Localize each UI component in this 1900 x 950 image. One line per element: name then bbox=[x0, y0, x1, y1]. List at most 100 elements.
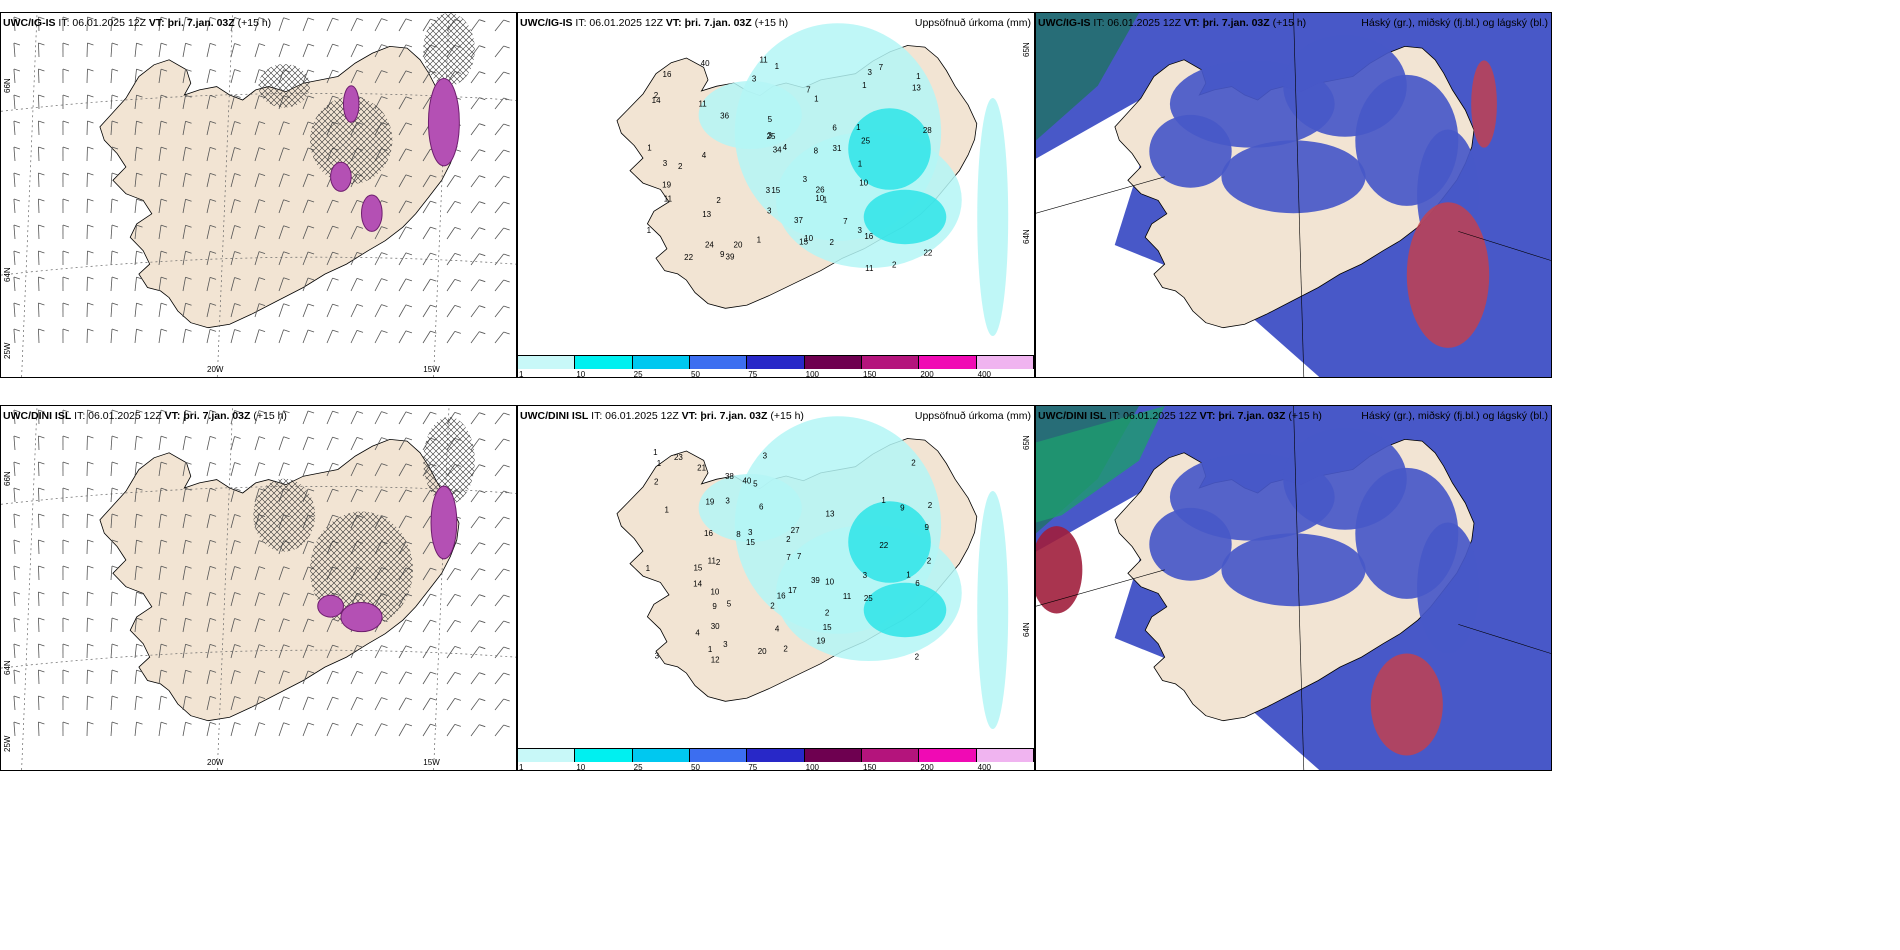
colorbar-tick-label: 50 bbox=[691, 763, 700, 771]
latitude-label: 65N bbox=[1022, 42, 1031, 58]
clear-sky-area bbox=[1036, 213, 1320, 377]
latitude-label: 66N bbox=[3, 78, 12, 94]
precipitation-area bbox=[977, 491, 1009, 729]
map-panel-bottom-left: UWC/DINI ISL IT: 06.01.2025 12Z VT: þri.… bbox=[0, 405, 517, 771]
model-name: UWC/IG-IS bbox=[1038, 17, 1091, 29]
precip-value-label: 34 bbox=[773, 146, 782, 155]
precip-value-label: 10 bbox=[804, 234, 813, 243]
hatched-area bbox=[423, 416, 475, 505]
map-canvas bbox=[1036, 13, 1551, 377]
model-name: UWC/IG-IS bbox=[520, 17, 573, 29]
precip-value-label: 38 bbox=[725, 472, 734, 481]
precip-value-label: 8 bbox=[814, 147, 819, 156]
low-cloud-area bbox=[1471, 60, 1497, 148]
precipitation-rate-area bbox=[317, 594, 344, 618]
precipitation-rate-area bbox=[361, 194, 383, 232]
precip-value-label: 27 bbox=[791, 526, 800, 535]
precipitation-area bbox=[848, 108, 931, 190]
precipitation-colorbar: 1 10 25 50 75 100 150 200 400 bbox=[518, 355, 1034, 377]
map-canvas bbox=[1, 406, 516, 770]
valid-time: VT: þri. 7.jan. 03Z bbox=[1199, 410, 1286, 422]
precip-value-label: 16 bbox=[864, 232, 873, 241]
precip-value-label: 1 bbox=[775, 62, 780, 71]
precip-value-label: 1 bbox=[657, 459, 662, 468]
precip-value-label: 2 bbox=[716, 558, 721, 567]
precipitation-area bbox=[977, 98, 1009, 336]
init-time: IT: 06.01.2025 12Z bbox=[1106, 410, 1200, 422]
colorbar-swatch bbox=[747, 748, 805, 762]
colorbar-tick-label: 25 bbox=[633, 763, 643, 771]
precip-value-label: 2 bbox=[928, 501, 933, 510]
init-time: IT: 06.01.2025 12Z bbox=[55, 17, 149, 29]
precip-value-label: 8 bbox=[736, 530, 741, 539]
lead-time: (+15 h) bbox=[234, 17, 272, 29]
precip-value-label: 13 bbox=[702, 210, 711, 219]
map-canvas bbox=[1, 13, 516, 377]
iceland-landmass bbox=[99, 438, 460, 722]
colorbar-swatch bbox=[690, 355, 748, 369]
hatched-area bbox=[310, 96, 393, 185]
lead-time: (+15 h) bbox=[1285, 410, 1322, 422]
map-canvas: 1112225531197121416824339431115171025204… bbox=[518, 406, 1034, 746]
low-cloud-area bbox=[1406, 202, 1490, 348]
precip-value-label: 11 bbox=[759, 55, 768, 64]
precipitation-area bbox=[698, 81, 802, 149]
precip-value-label: 23 bbox=[674, 453, 683, 462]
precip-value-label: 2 bbox=[654, 478, 659, 487]
colorbar-tick-label: 75 bbox=[748, 763, 758, 771]
precip-value-label: 20 bbox=[734, 241, 743, 250]
precip-value-label: 3 bbox=[766, 186, 771, 195]
precip-value-label: 4 bbox=[775, 625, 780, 634]
precip-value-label: 9 bbox=[720, 250, 725, 259]
latitude-label: 64N bbox=[3, 267, 12, 283]
colorbar-tick-label: 150 bbox=[863, 763, 877, 771]
precip-value-label: 39 bbox=[726, 253, 735, 262]
precip-value-label: 2 bbox=[786, 535, 791, 544]
init-time: IT: 06.01.2025 12Z bbox=[1090, 17, 1184, 29]
precip-value-label: 9 bbox=[900, 504, 905, 513]
precip-value-label: 3 bbox=[767, 131, 772, 140]
precip-value-label: 1 bbox=[814, 95, 819, 104]
precip-value-label: 7 bbox=[797, 552, 802, 561]
precip-value-label: 16 bbox=[777, 591, 786, 600]
colorbar-swatch bbox=[976, 355, 1034, 369]
colorbar-swatch bbox=[919, 748, 977, 762]
latitude-label: 64N bbox=[3, 660, 12, 676]
precip-value-label: 2 bbox=[825, 609, 830, 618]
precip-value-label: 1 bbox=[647, 144, 652, 153]
precip-value-label: 14 bbox=[652, 96, 661, 105]
colorbar-tick-label: 1 bbox=[519, 763, 524, 771]
precip-value-label: 3 bbox=[723, 640, 728, 649]
precip-value-label: 15 bbox=[693, 563, 702, 572]
colorbar-tick-label: 400 bbox=[977, 370, 992, 378]
valid-time: VT: þri. 7.jan. 03Z bbox=[681, 410, 768, 422]
colorbar-tick-label: 200 bbox=[920, 763, 934, 771]
hatched-area bbox=[258, 63, 310, 108]
precip-value-label: 2 bbox=[911, 458, 916, 467]
colorbar-swatch bbox=[632, 748, 690, 762]
lead-time: (+15 h) bbox=[250, 410, 287, 422]
precip-value-label: 7 bbox=[806, 86, 811, 95]
precip-value-label: 24 bbox=[705, 240, 714, 249]
precip-value-label: 15 bbox=[823, 623, 832, 632]
map-panel-top-left: UWC/IG-IS IT: 06.01.2025 12Z VT: þri. 7.… bbox=[0, 12, 517, 378]
precip-value-label: 2 bbox=[716, 196, 721, 205]
longitude-label: 25W bbox=[3, 342, 12, 359]
mid-cloud-area bbox=[1149, 114, 1232, 188]
model-name: UWC/IG-IS bbox=[3, 17, 56, 29]
precip-value-label: 15 bbox=[746, 538, 755, 547]
map-panel-bottom-right: UWC/DINI ISL IT: 06.01.2025 12Z VT: þri.… bbox=[1035, 405, 1552, 771]
colorbar-tick-label: 10 bbox=[576, 370, 586, 378]
latitude-label: 64N bbox=[1022, 622, 1031, 638]
precip-value-label: 3 bbox=[663, 159, 668, 168]
colorbar-tick-label: 150 bbox=[863, 370, 877, 378]
field-title: Háský (gr.), miðský (fj.bl.) og lágský (… bbox=[1361, 17, 1548, 29]
precip-value-label: 36 bbox=[720, 111, 729, 120]
precip-value-label: 9 bbox=[924, 523, 929, 532]
precip-value-label: 3 bbox=[725, 496, 730, 505]
lead-time: (+15 h) bbox=[1269, 17, 1307, 29]
hatched-area bbox=[253, 478, 316, 552]
high-cloud-area bbox=[1036, 406, 1165, 523]
longitude-label: 15W bbox=[423, 365, 440, 374]
